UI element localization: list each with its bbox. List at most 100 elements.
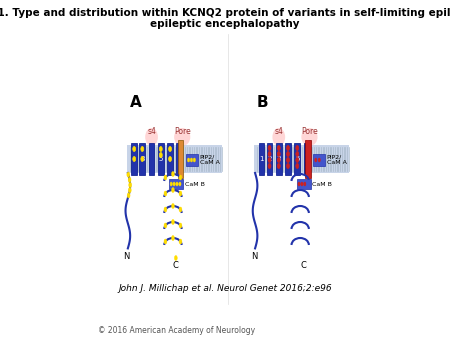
Circle shape xyxy=(306,165,309,169)
Circle shape xyxy=(287,151,289,156)
Circle shape xyxy=(268,145,271,150)
Circle shape xyxy=(171,171,175,176)
Text: © 2016 American Academy of Neurology: © 2016 American Academy of Neurology xyxy=(98,326,255,335)
Text: 5: 5 xyxy=(158,156,163,162)
Text: PIP2/
CaM A: PIP2/ CaM A xyxy=(327,154,346,165)
Text: Figure 1. Type and distribution within KCNQ2 protein of variants in self-limitin: Figure 1. Type and distribution within K… xyxy=(0,8,450,18)
Text: CaM B: CaM B xyxy=(184,182,204,187)
FancyBboxPatch shape xyxy=(285,143,291,175)
FancyBboxPatch shape xyxy=(186,154,198,166)
FancyBboxPatch shape xyxy=(254,145,349,173)
Text: 3: 3 xyxy=(140,156,144,162)
FancyBboxPatch shape xyxy=(267,143,272,175)
Text: Pore: Pore xyxy=(301,126,318,136)
Text: CaM B: CaM B xyxy=(312,182,332,187)
Circle shape xyxy=(179,175,182,180)
Circle shape xyxy=(141,146,144,151)
Ellipse shape xyxy=(302,128,318,146)
Circle shape xyxy=(296,145,299,150)
Ellipse shape xyxy=(174,128,190,146)
Circle shape xyxy=(179,239,182,244)
Circle shape xyxy=(268,164,271,169)
FancyBboxPatch shape xyxy=(304,143,310,175)
Text: John J. Millichap et al. Neurol Genet 2016;2:e96: John J. Millichap et al. Neurol Genet 20… xyxy=(118,284,332,293)
Circle shape xyxy=(301,182,303,186)
Text: C: C xyxy=(300,261,306,270)
Circle shape xyxy=(169,146,171,151)
FancyBboxPatch shape xyxy=(127,145,222,173)
FancyBboxPatch shape xyxy=(176,143,182,175)
Text: 5: 5 xyxy=(295,156,300,162)
Circle shape xyxy=(193,158,195,162)
FancyBboxPatch shape xyxy=(167,143,173,175)
FancyBboxPatch shape xyxy=(297,179,310,189)
Circle shape xyxy=(306,159,309,164)
Circle shape xyxy=(170,182,172,186)
Circle shape xyxy=(277,158,280,163)
Circle shape xyxy=(127,172,130,177)
Text: B: B xyxy=(257,95,269,110)
FancyBboxPatch shape xyxy=(178,140,183,178)
Circle shape xyxy=(179,207,182,212)
FancyBboxPatch shape xyxy=(294,143,300,175)
Circle shape xyxy=(171,236,175,241)
Ellipse shape xyxy=(145,128,158,146)
Circle shape xyxy=(287,145,289,150)
Circle shape xyxy=(287,158,289,163)
Circle shape xyxy=(169,156,171,162)
Circle shape xyxy=(306,152,309,158)
Circle shape xyxy=(128,188,131,193)
Circle shape xyxy=(128,177,131,182)
FancyBboxPatch shape xyxy=(259,143,264,175)
Circle shape xyxy=(306,141,309,145)
Circle shape xyxy=(296,151,299,156)
Circle shape xyxy=(129,183,131,188)
Circle shape xyxy=(268,151,271,156)
Text: 3: 3 xyxy=(277,156,281,162)
Circle shape xyxy=(277,145,280,150)
Circle shape xyxy=(179,191,182,196)
Circle shape xyxy=(268,158,271,163)
Circle shape xyxy=(179,223,182,228)
Text: Pore: Pore xyxy=(174,126,191,136)
Circle shape xyxy=(133,156,135,162)
Circle shape xyxy=(304,182,306,186)
FancyBboxPatch shape xyxy=(276,143,282,175)
Circle shape xyxy=(164,239,167,244)
FancyBboxPatch shape xyxy=(148,143,154,175)
Circle shape xyxy=(164,191,167,196)
Text: epileptic encephalopathy: epileptic encephalopathy xyxy=(150,19,300,29)
FancyBboxPatch shape xyxy=(305,140,310,178)
Text: A: A xyxy=(130,95,141,110)
Circle shape xyxy=(127,193,130,198)
Circle shape xyxy=(298,182,300,186)
Circle shape xyxy=(318,158,320,162)
FancyBboxPatch shape xyxy=(140,143,145,175)
FancyBboxPatch shape xyxy=(170,179,183,189)
Text: PIP2/
CaM A: PIP2/ CaM A xyxy=(199,154,220,165)
Text: N: N xyxy=(123,252,130,261)
Circle shape xyxy=(164,207,167,212)
Circle shape xyxy=(164,223,167,228)
FancyBboxPatch shape xyxy=(314,154,325,166)
Circle shape xyxy=(164,175,167,180)
Circle shape xyxy=(287,164,289,169)
Circle shape xyxy=(171,203,175,209)
Circle shape xyxy=(171,219,175,224)
Circle shape xyxy=(159,152,162,158)
Circle shape xyxy=(176,182,178,186)
Circle shape xyxy=(171,188,175,193)
Text: 2: 2 xyxy=(267,156,272,162)
Circle shape xyxy=(296,158,299,163)
FancyBboxPatch shape xyxy=(158,143,164,175)
FancyBboxPatch shape xyxy=(131,143,137,175)
Circle shape xyxy=(306,146,309,151)
Circle shape xyxy=(159,146,162,151)
Circle shape xyxy=(277,151,280,156)
Text: s4: s4 xyxy=(274,126,283,136)
Text: C: C xyxy=(173,261,179,270)
Text: 1: 1 xyxy=(259,156,264,162)
Circle shape xyxy=(315,158,317,162)
Circle shape xyxy=(173,182,175,186)
Circle shape xyxy=(187,158,190,162)
